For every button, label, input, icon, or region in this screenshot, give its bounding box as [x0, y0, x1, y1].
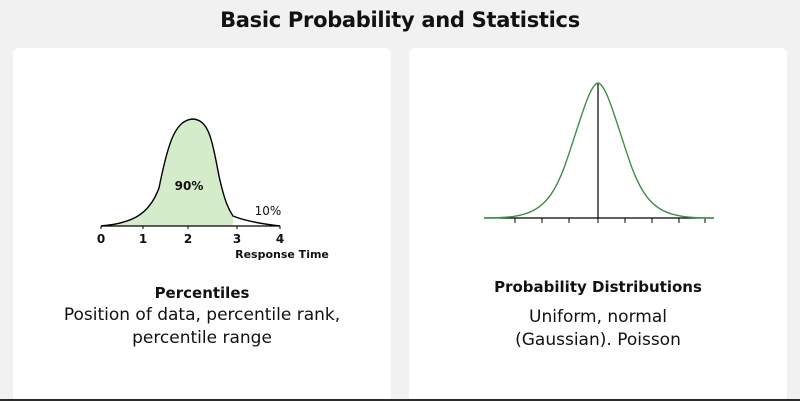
annotation-90: 90%	[175, 179, 204, 193]
tick-label-3: 3	[233, 232, 241, 246]
percentile-diagram: 0 1 2 3 4 Response Time 90% 10%	[97, 118, 329, 261]
x-axis-label: Response Time	[235, 248, 329, 261]
distributions-card: Probability Distributions Uniform, norma…	[409, 48, 787, 401]
page-title: Basic Probability and Statistics	[220, 8, 580, 32]
tick-label-4: 4	[276, 232, 284, 246]
tick-label-0: 0	[97, 232, 105, 246]
percentiles-title: Percentiles	[154, 284, 250, 302]
tick-label-1: 1	[139, 232, 147, 246]
percentiles-description: Position of data, percentile rank, perce…	[63, 305, 341, 348]
distributions-title: Probability Distributions	[494, 278, 702, 296]
percentiles-card: 0 1 2 3 4 Response Time 90% 10% Percenti…	[13, 48, 391, 401]
normal-curve	[483, 82, 715, 219]
percentile-90-area	[101, 119, 233, 226]
tick-label-2: 2	[184, 232, 192, 246]
percentile-curve	[100, 118, 281, 227]
distributions-description: Uniform, normal (Gaussian). Poisson	[515, 307, 681, 350]
normal-distribution-diagram	[483, 82, 715, 223]
annotation-10: 10%	[255, 204, 282, 218]
distribution-ticks	[514, 218, 706, 223]
bottom-rule	[0, 399, 800, 401]
